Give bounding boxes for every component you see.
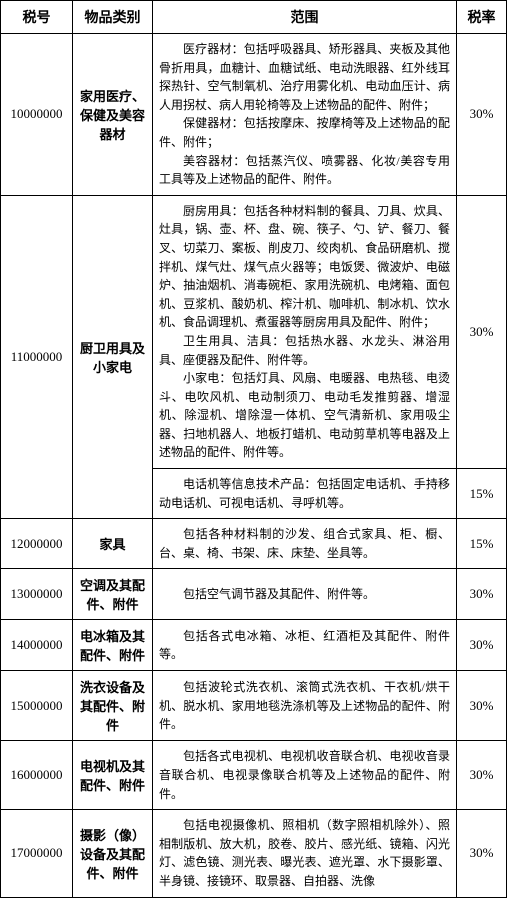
cell-taxno: 15000000	[1, 671, 73, 741]
cell-category: 家用医疗、保健及美容器材	[73, 34, 153, 196]
cell-taxno: 13000000	[1, 569, 73, 620]
header-scope: 范围	[153, 1, 457, 34]
table-body: 10000000 家用医疗、保健及美容器材 医疗器材：包括呼吸器具、矫形器具、夹…	[1, 34, 507, 898]
cell-scope: 包括电视摄像机、照相机（数字照相机除外）、照相制版机、放大机，胶卷、胶片、感光纸…	[153, 810, 457, 897]
cell-rate: 15%	[457, 469, 507, 519]
tax-table: 税号 物品类别 范围 税率 10000000 家用医疗、保健及美容器材 医疗器材…	[0, 0, 507, 898]
table-row: 17000000 摄影（像）设备及其配件、附件 包括电视摄像机、照相机（数字照相…	[1, 810, 507, 897]
cell-scope: 包括各式电冰箱、冰柜、红酒柜及其配件、附件等。	[153, 620, 457, 671]
table-row: 16000000 电视机及其配件、附件 包括各式电视机、电视机收音联合机、电视收…	[1, 741, 507, 810]
cell-taxno: 16000000	[1, 741, 73, 810]
cell-scope: 包括波轮式洗衣机、滚筒式洗衣机、干衣机/烘干机、脱水机、家用地毯洗涤机等及上述物…	[153, 671, 457, 741]
cell-scope: 包括空气调节器及其配件、附件等。	[153, 569, 457, 620]
cell-category: 电视机及其配件、附件	[73, 741, 153, 810]
header-taxno: 税号	[1, 1, 73, 34]
cell-rate: 30%	[457, 569, 507, 620]
scope-para: 包括波轮式洗衣机、滚筒式洗衣机、干衣机/烘干机、脱水机、家用地毯洗涤机等及上述物…	[159, 678, 450, 734]
header-row: 税号 物品类别 范围 税率	[1, 1, 507, 34]
scope-para: 卫生用具、洁具：包括热水器、水龙头、淋浴用具、座便器及配件、附件等。	[159, 332, 450, 369]
cell-category: 洗衣设备及其配件、附件	[73, 671, 153, 741]
cell-scope: 医疗器材：包括呼吸器具、矫形器具、夹板及其他骨折用具，血糖计、血糖试纸、电动洗眼…	[153, 34, 457, 196]
scope-para: 包括空气调节器及其配件、附件等。	[159, 585, 450, 604]
table-row: 13000000 空调及其配件、附件 包括空气调节器及其配件、附件等。 30%	[1, 569, 507, 620]
cell-category: 摄影（像）设备及其配件、附件	[73, 810, 153, 897]
cell-scope: 电话机等信息技术产品：包括固定电话机、手持移动电话机、可视电话机、寻呼机等。	[153, 469, 457, 519]
cell-taxno: 11000000	[1, 195, 73, 519]
cell-rate: 30%	[457, 620, 507, 671]
cell-category: 家具	[73, 519, 153, 569]
header-category: 物品类别	[73, 1, 153, 34]
scope-para: 包括各式电视机、电视机收音联合机、电视收音录音联合机、电视录像联合机等及上述物品…	[159, 747, 450, 803]
cell-rate: 30%	[457, 195, 507, 468]
scope-para: 包括各式电冰箱、冰柜、红酒柜及其配件、附件等。	[159, 627, 450, 664]
cell-category: 厨卫用具及小家电	[73, 195, 153, 519]
cell-taxno: 14000000	[1, 620, 73, 671]
cell-taxno: 12000000	[1, 519, 73, 569]
cell-scope: 包括各种材料制的沙发、组合式家具、柜、橱、台、桌、椅、书架、床、床垫、坐具等。	[153, 519, 457, 569]
cell-rate: 30%	[457, 810, 507, 897]
table-row: 15000000 洗衣设备及其配件、附件 包括波轮式洗衣机、滚筒式洗衣机、干衣机…	[1, 671, 507, 741]
table-row: 14000000 电冰箱及其配件、附件 包括各式电冰箱、冰柜、红酒柜及其配件、附…	[1, 620, 507, 671]
table-row: 11000000 厨卫用具及小家电 厨房用具：包括各种材料制的餐具、刀具、炊具、…	[1, 195, 507, 468]
scope-para: 美容器材：包括蒸汽仪、喷雾器、化妆/美容专用工具等及上述物品的配件、附件。	[159, 152, 450, 189]
cell-rate: 30%	[457, 34, 507, 196]
cell-rate: 30%	[457, 741, 507, 810]
cell-taxno: 17000000	[1, 810, 73, 897]
cell-rate: 15%	[457, 519, 507, 569]
cell-taxno: 10000000	[1, 34, 73, 196]
cell-category: 电冰箱及其配件、附件	[73, 620, 153, 671]
scope-para: 厨房用具：包括各种材料制的餐具、刀具、炊具、灶具，锅、壶、杯、盘、碗、筷子、勺、…	[159, 202, 450, 332]
cell-rate: 30%	[457, 671, 507, 741]
cell-scope: 包括各式电视机、电视机收音联合机、电视收音录音联合机、电视录像联合机等及上述物品…	[153, 741, 457, 810]
scope-para: 电话机等信息技术产品：包括固定电话机、手持移动电话机、可视电话机、寻呼机等。	[159, 475, 450, 512]
table-row: 10000000 家用医疗、保健及美容器材 医疗器材：包括呼吸器具、矫形器具、夹…	[1, 34, 507, 196]
cell-scope: 厨房用具：包括各种材料制的餐具、刀具、炊具、灶具，锅、壶、杯、盘、碗、筷子、勺、…	[153, 195, 457, 468]
header-rate: 税率	[457, 1, 507, 34]
scope-para: 小家电：包括灯具、风扇、电暖器、电热毯、电烫斗、电吹风机、电动制须刀、电动毛发推…	[159, 369, 450, 462]
table-row: 12000000 家具 包括各种材料制的沙发、组合式家具、柜、橱、台、桌、椅、书…	[1, 519, 507, 569]
scope-para: 医疗器材：包括呼吸器具、矫形器具、夹板及其他骨折用具，血糖计、血糖试纸、电动洗眼…	[159, 40, 450, 114]
scope-para: 包括电视摄像机、照相机（数字照相机除外）、照相制版机、放大机，胶卷、胶片、感光纸…	[159, 816, 450, 890]
scope-para: 保健器材：包括按摩床、按摩椅等及上述物品的配件、附件；	[159, 114, 450, 151]
cell-category: 空调及其配件、附件	[73, 569, 153, 620]
scope-para: 包括各种材料制的沙发、组合式家具、柜、橱、台、桌、椅、书架、床、床垫、坐具等。	[159, 525, 450, 562]
